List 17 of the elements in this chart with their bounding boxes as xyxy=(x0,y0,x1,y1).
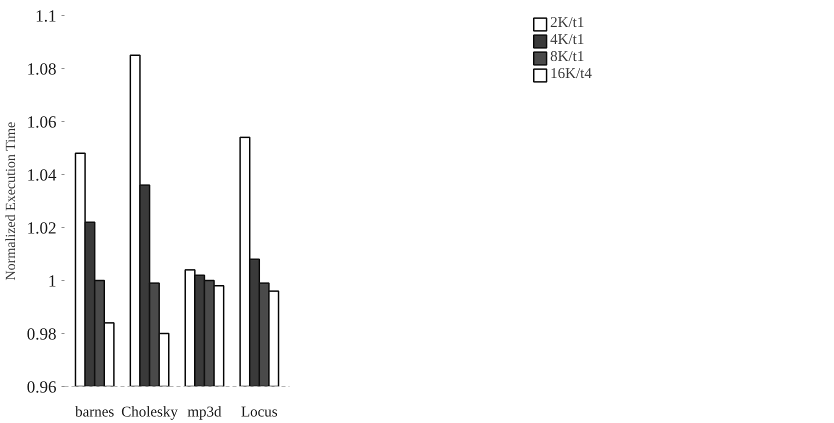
y-tick-label: 0.96 xyxy=(26,378,56,396)
y-axis-title: Normalized Execution Time xyxy=(4,122,19,280)
y-tick-label: 0.98 xyxy=(26,324,56,344)
x-tick-label: mp3d xyxy=(187,404,222,420)
x-tick-label: Cholesky xyxy=(121,404,178,420)
y-tick-label: 1.04 xyxy=(26,166,57,184)
x-tick-label: Locus xyxy=(240,404,278,420)
y-tick-label: 1.06 xyxy=(26,112,56,132)
legend-label: 8K/t1 xyxy=(550,49,584,66)
legend-label: 16K/t4 xyxy=(550,66,592,83)
legend-label: 2K/t1 xyxy=(550,15,584,32)
y-tick-label: 1.08 xyxy=(26,60,56,78)
x-tick-label: barnes xyxy=(75,404,114,420)
y-tick-label: 1.02 xyxy=(26,218,56,238)
legend-label: 4K/t1 xyxy=(550,32,584,49)
y-tick-label: 1 xyxy=(48,272,56,290)
y-tick-label: 1.1 xyxy=(35,6,56,26)
